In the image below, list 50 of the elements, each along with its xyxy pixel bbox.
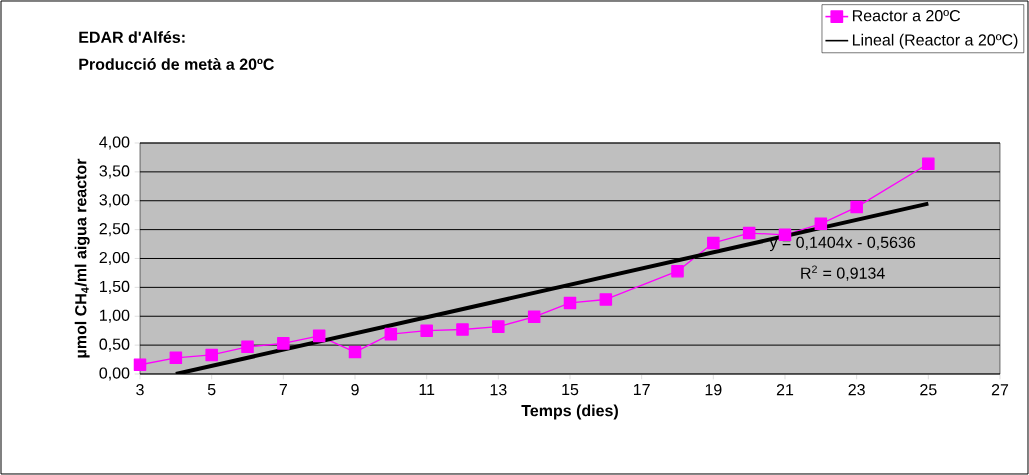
y-tick-label: 0,00 xyxy=(99,367,130,381)
point xyxy=(420,324,433,337)
point xyxy=(599,293,613,306)
y-tick-label: 3,50 xyxy=(99,165,130,179)
x-tick-label: 27 xyxy=(991,384,1009,396)
point xyxy=(384,327,398,341)
x-tick-label: 15 xyxy=(562,384,579,396)
chart-subtitle: Producció de metà a 20ºC xyxy=(79,58,274,70)
x-axis-title: Temps (dies) xyxy=(521,404,618,420)
y-tick-label: 0,50 xyxy=(99,338,130,352)
x-tick-label: 23 xyxy=(848,384,865,396)
point xyxy=(456,323,469,336)
y-tick-label: 1,50 xyxy=(100,280,130,294)
point xyxy=(348,345,362,359)
point xyxy=(814,217,828,231)
point xyxy=(850,200,863,214)
y-tick-label: 2,00 xyxy=(99,251,130,266)
annotation: R$^{2}$ = 0,9134 xyxy=(801,265,885,281)
point xyxy=(707,236,720,250)
x-tick-label: 25 xyxy=(920,384,937,396)
x-tick-label: 9 xyxy=(351,384,359,396)
x-tick-label: 19 xyxy=(705,384,722,396)
x-tick-label: 17 xyxy=(633,384,650,396)
point xyxy=(241,340,254,354)
point xyxy=(133,358,147,372)
chart-title: EDAR d'Alfés: xyxy=(79,31,185,43)
point xyxy=(742,226,756,240)
x-tick-label: 5 xyxy=(207,384,216,396)
x-tick-label: 21 xyxy=(776,384,794,396)
point xyxy=(312,329,326,343)
x-tick-label: 13 xyxy=(490,384,507,396)
y-tick-label: 2,50 xyxy=(99,223,130,237)
y-tick-label: 4,00 xyxy=(99,136,130,150)
point xyxy=(563,296,577,310)
point xyxy=(778,228,792,242)
point xyxy=(492,320,505,333)
x-tick-label: 11 xyxy=(419,384,435,396)
legend-label: Reactor a 20ºC xyxy=(852,10,961,22)
y-tick-label: 1,00 xyxy=(100,309,130,323)
point xyxy=(671,264,684,278)
point xyxy=(527,310,541,324)
point xyxy=(277,337,290,350)
y-tick-label: 3,00 xyxy=(99,194,130,208)
point xyxy=(169,351,183,365)
legend-label: Lineal (Reactor a 20ºC) xyxy=(852,33,1018,49)
x-tick-label: 3 xyxy=(136,384,144,396)
point xyxy=(205,348,218,362)
point xyxy=(922,157,935,171)
y-axis-title: µmol CH$_{4}$/ml aigua reactor xyxy=(74,158,90,358)
x-tick-label: 7 xyxy=(279,384,287,396)
